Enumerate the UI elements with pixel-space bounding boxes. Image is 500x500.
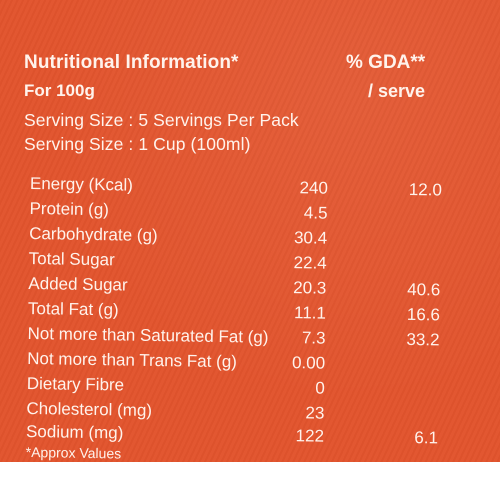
- nutrient-value: 23: [305, 403, 325, 423]
- nutrient-name: Carbohydrate (g): [29, 223, 158, 246]
- nutrient-gda: [377, 354, 439, 355]
- nutrient-gda: [380, 204, 442, 205]
- nutrient-value: 4.5: [303, 203, 328, 223]
- nutrient-value: 30.4: [293, 228, 328, 248]
- per-100g-label: For 100g: [24, 81, 95, 100]
- nutrient-gda: 16.6: [406, 304, 441, 325]
- nutrient-value: 122: [295, 426, 325, 446]
- nutrient-value: 7.3: [301, 328, 326, 348]
- nutrient-name: Dietary Fibre: [26, 373, 125, 395]
- nutrient-value: 0.00: [291, 353, 326, 373]
- nutrient-gda: 6.1: [414, 428, 439, 448]
- gda-heading: % GDA**: [346, 52, 426, 73]
- nutrient-gda: 33.2: [406, 329, 440, 350]
- nutrient-value: 0: [315, 378, 325, 398]
- nutrient-gda: [379, 229, 441, 230]
- nutrient-value: 11.1: [293, 303, 327, 323]
- nutrient-value: 20.3: [293, 278, 327, 298]
- nutrient-table: Energy (Kcal) 240 12.0 Protein (g) 4.5 C…: [25, 174, 443, 462]
- nutrient-name: Cholesterol (mg): [26, 398, 153, 420]
- nutrient-gda: [379, 254, 441, 255]
- nutrient-name: Not more than Saturated Fat (g): [27, 323, 269, 347]
- nutrient-gda: 12.0: [408, 179, 443, 200]
- nutrient-name: Sodium (mg): [25, 421, 124, 443]
- per-serve-label: / serve: [368, 81, 426, 101]
- nutrient-value: 22.4: [293, 253, 327, 273]
- approx-values-footnote: *Approx Values: [25, 443, 122, 462]
- white-background-strip: [0, 462, 500, 500]
- nutrient-name: Added Sugar: [28, 273, 128, 295]
- nutrient-gda: [377, 404, 439, 405]
- nutrition-label-panel: Nutritional Information* % GDA** For 100…: [0, 0, 500, 462]
- serving-size: Serving Size : 1 Cup (100ml): [24, 134, 251, 154]
- nutrient-gda: [377, 379, 439, 380]
- nutrient-name: Not more than Trans Fat (g): [27, 348, 238, 372]
- nutrition-title: Nutritional Information*: [24, 52, 239, 73]
- nutrient-name: Total Fat (g): [27, 298, 119, 320]
- nutrient-name: Total Sugar: [28, 248, 115, 270]
- nutrient-name: Energy (Kcal): [29, 174, 134, 195]
- nutrient-value: 240: [299, 178, 329, 198]
- servings-per-pack: Serving Size : 5 Servings Per Pack: [24, 110, 299, 130]
- nutrient-gda: 40.6: [407, 279, 441, 300]
- nutrient-name: Protein (g): [29, 198, 110, 220]
